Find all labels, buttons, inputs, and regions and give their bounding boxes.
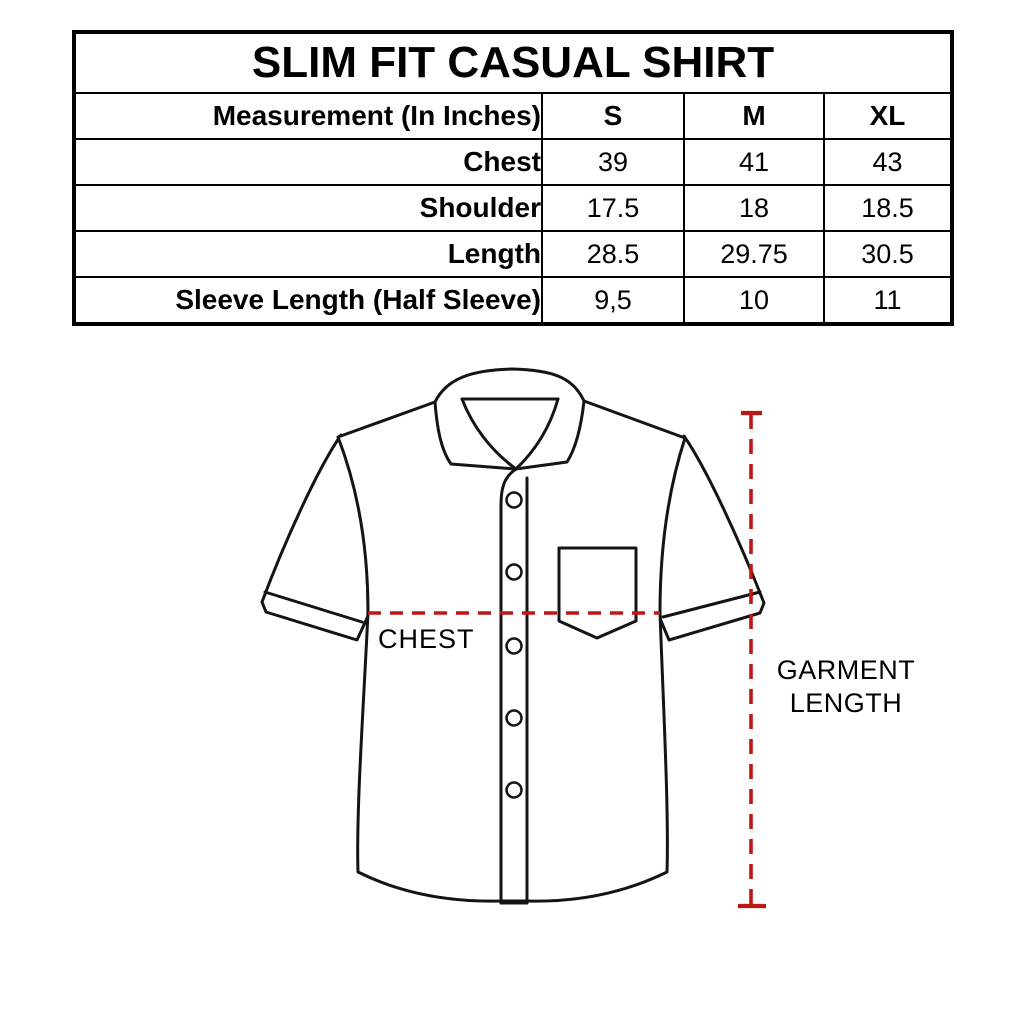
- size-value-cell: 17.5: [541, 184, 685, 232]
- table-row: Sleeve Length (Half Sleeve) 9,5 10 11: [73, 276, 954, 325]
- size-table: SLIM FIT CASUAL SHIRT Measurement (In In…: [72, 30, 955, 326]
- size-value-cell: 28.5: [541, 230, 685, 278]
- table-row: Length 28.5 29.75 30.5: [73, 230, 954, 278]
- size-value-cell: 18: [683, 184, 825, 232]
- collar-left-neckline: [460, 397, 518, 471]
- button: [505, 709, 523, 727]
- button: [505, 781, 523, 799]
- size-value-cell: 41: [683, 138, 825, 186]
- size-value-cell: 43: [822, 138, 954, 186]
- size-header-m: M: [683, 92, 825, 140]
- table-title-row: SLIM FIT CASUAL SHIRT: [72, 31, 954, 94]
- chest-pocket: [557, 546, 638, 640]
- table-row: Shoulder 17.5 18 18.5: [73, 184, 954, 232]
- page-title: SLIM FIT CASUAL SHIRT: [72, 31, 954, 94]
- size-value-cell: 29.75: [683, 230, 825, 278]
- size-value-cell: 18.5: [822, 184, 954, 232]
- size-value-cell: 9,5: [541, 276, 685, 325]
- collar: [433, 367, 586, 471]
- button: [505, 637, 523, 655]
- size-value-cell: 30.5: [822, 230, 954, 278]
- row-label: Length: [73, 230, 543, 278]
- placket-left-line: [499, 467, 518, 905]
- row-label: Sleeve Length (Half Sleeve): [73, 276, 543, 325]
- garment-length-label: GARMENT LENGTH: [776, 655, 916, 718]
- size-value-cell: 10: [683, 276, 825, 325]
- row-label: Shoulder: [73, 184, 543, 232]
- right-cuff-line: [661, 590, 762, 619]
- button: [505, 563, 523, 581]
- row-label: Chest: [73, 138, 543, 186]
- size-header-s: S: [541, 92, 685, 140]
- collar-right-neckline: [514, 397, 560, 471]
- measurement-header-cell: Measurement (In Inches): [73, 92, 543, 140]
- size-value-cell: 11: [822, 276, 954, 325]
- table-row: Chest 39 41 43: [73, 138, 954, 186]
- chest-label: CHEST: [378, 624, 475, 654]
- size-header-xl: XL: [822, 92, 954, 140]
- button: [505, 491, 523, 509]
- table-header-row: Measurement (In Inches) S M XL: [73, 92, 954, 140]
- left-cuff-line: [263, 590, 364, 624]
- size-value-cell: 39: [541, 138, 685, 186]
